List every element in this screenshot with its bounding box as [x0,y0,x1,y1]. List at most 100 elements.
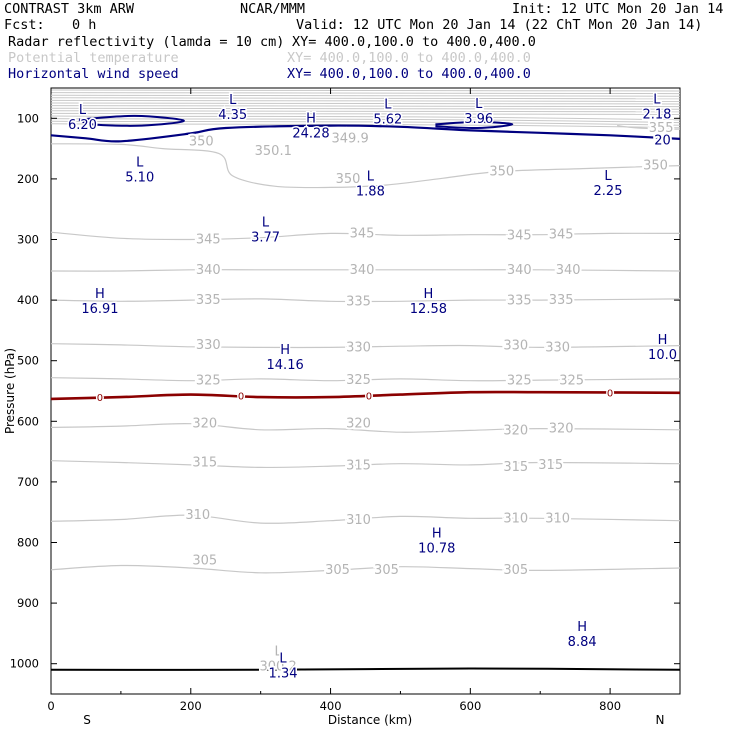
theta-contour-label: 330 [545,340,570,355]
wind-extremum-letter: L [475,97,483,112]
freezing-level-label: 0 [366,391,372,402]
theta-contour-label: 355 [649,121,674,136]
wind-extremum-letter: L [79,103,87,118]
theta-contour-label: 350 [489,165,514,180]
freezing-label-bg [95,392,104,403]
wind-extremum-value: 1.88 [356,185,385,200]
wind-extremum-value: 5.62 [373,112,402,127]
upper-theta-line [51,92,680,95]
theta-contour-label: 305 [325,563,350,578]
theta-contour-label: 320 [346,417,371,432]
theta-contour-label: 315 [538,458,563,473]
wind-extremum-letter: L [604,169,612,184]
field-name-reflectivity: Radar reflectivity (lamda = 10 cm) [8,34,284,50]
upper-theta-band [51,89,680,129]
theta-contour-label: 335 [346,294,371,309]
freezing-level-label: 0 [607,388,613,399]
wind-extremum-letter: H [306,111,316,126]
theta-contour-label: 315 [503,460,528,475]
x-tick-label: 200 [180,699,202,713]
wind-extremum-letter: L [384,97,392,112]
wind-closed-contour [435,120,514,130]
wind-extremum-value: 8.84 [568,635,597,650]
wind-contours [51,114,680,143]
wind-extremum-value: 2.25 [594,184,623,199]
theta-contour-325 [51,377,680,382]
y-tick-label: 600 [17,414,39,428]
y-tick-label: 500 [17,354,39,368]
wind-extremum-value: 12.58 [410,302,447,317]
theta-contour-label: 350 [336,172,361,187]
fcst-value: 0 h [72,17,96,33]
wind-extremum-letter: H [280,343,290,358]
theta-contour-label: 305 [192,554,217,569]
upper-theta-line [51,105,680,108]
upper-theta-line [51,112,680,115]
theta-contours [51,125,680,574]
y-tick-label: 1000 [10,657,39,671]
theta-contour-label: 335 [549,293,574,308]
theta-contour-label: 350.1 [255,144,292,159]
wind-extremum-value: 2.18 [642,108,671,123]
theta-contour-305 [51,564,680,574]
theta-contour-label: 325 [507,374,532,389]
upper-theta-line [51,89,680,92]
plot-frame [50,87,681,695]
theta-contour-355 [617,125,680,130]
upper-theta-line [51,102,680,105]
theta-contour-label: 345 [549,228,574,243]
theta-contour-label: 340 [556,263,581,278]
ground-surface [51,667,680,671]
theta-contour-label: 315 [192,456,217,471]
theta-contour-label: 310 [503,511,528,526]
wind-extremum-letter: H [577,620,587,635]
wind-extremum-letter: L [367,170,375,185]
wind-extremum-letter: H [95,287,105,302]
wind-extremum-letter: H [432,526,442,541]
wind-extremum-value: 6.20 [68,118,97,133]
theta-contour-330 [51,343,680,349]
freezing-label-bg [606,387,615,398]
theta-contour-320 [51,423,680,433]
x-end-label-south: S [83,713,91,727]
x-tick-label: 600 [459,699,481,713]
upper-theta-line [51,118,680,124]
x-end-label-north: N [656,713,665,727]
theta-contour-label: 350 [643,159,668,174]
theta-contour-label: 320 [503,423,528,438]
wind-extremum-value: 24.28 [292,126,329,141]
wind-extremum-value: 4.35 [218,108,247,123]
theta-contour-315 [51,460,680,469]
wind-extremum-letter: L [653,93,661,108]
y-tick-label: 300 [17,233,39,247]
freezing-level-label: 0 [97,393,103,404]
upper-theta-line [51,120,680,126]
theta-contour-label: 305 [374,563,399,578]
x-axis-label: Distance (km) [328,713,412,727]
freezing-level-line [51,390,680,401]
ground-line [51,667,680,671]
model-title: CONTRAST 3km ARW [4,1,135,17]
y-tick-label: 800 [17,536,39,550]
theta-contour-label: 350 [189,134,214,149]
wind-extremum-value: 16.91 [81,302,118,317]
theta-contour-label: 330 [503,339,528,354]
theta-contour-label: 330 [196,338,221,353]
wind-extremum-value: 3.96 [464,112,493,127]
theta-contour-label: 305 [503,563,528,578]
x-tick-label: 400 [320,699,342,713]
y-tick-label: 200 [17,172,39,186]
wind-extremum-letter: L [279,651,287,666]
freezing-level [51,390,680,401]
theta-extremum-letter: L [275,645,283,660]
x-axis: 0 200 400 600 800 [47,88,681,713]
theta-contour-label: 310 [545,511,570,526]
wind-extremum-letter: L [136,156,144,171]
wind-extremum-value: 3.77 [251,231,280,246]
y-tick-label: 700 [17,475,39,489]
y-axis-label: Pressure (hPa) [3,348,17,434]
wind-contour-label: 20 [654,134,671,149]
freezing-label-bg [364,390,373,401]
